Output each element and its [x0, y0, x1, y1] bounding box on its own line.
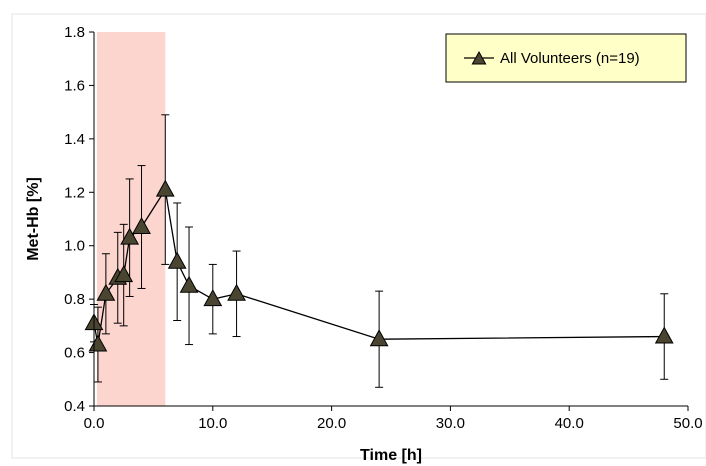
y-tick-label: 1.4 — [64, 131, 85, 148]
data-point-triangle — [132, 216, 151, 234]
data-point-triangle — [227, 283, 246, 301]
data-point-triangle — [96, 283, 116, 301]
x-tick-label: 10.0 — [198, 415, 227, 432]
shaded-exposure-region — [96, 32, 166, 406]
data-point-triangle — [369, 329, 389, 347]
data-point-triangle — [179, 275, 199, 293]
series-markers — [84, 179, 674, 352]
legend-box — [445, 33, 687, 83]
y-tick-label: 1.6 — [64, 77, 85, 94]
x-tick-label: 50.0 — [673, 415, 702, 432]
data-point-triangle — [155, 179, 175, 197]
legend-triangle-marker — [471, 50, 487, 65]
y-axis-title: Met-Hb [%] — [25, 177, 42, 261]
data-point-triangle — [203, 289, 223, 307]
x-tick-label: 30.0 — [436, 415, 465, 432]
data-point-triangle — [654, 326, 674, 344]
data-point-triangle — [120, 227, 140, 245]
data-point-triangle — [167, 251, 187, 269]
legend-label: All Volunteers (n=19) — [500, 50, 640, 67]
x-tick-label: 20.0 — [317, 415, 346, 432]
y-tick-label: 1.8 — [64, 24, 85, 41]
data-point-triangle — [114, 265, 134, 283]
x-tick-label: 40.0 — [555, 415, 584, 432]
y-tick-label: 0.4 — [64, 398, 85, 415]
error-bars — [90, 114, 669, 388]
x-axis-title: Time [h] — [360, 447, 422, 464]
x-ticks: 0.0 10.0 20.0 30.0 40.0 50.0 — [84, 406, 703, 432]
x-tick-label: 0.0 — [84, 415, 105, 432]
y-tick-label: 0.6 — [64, 345, 85, 362]
legend: All Volunteers (n=19) — [445, 33, 687, 83]
y-ticks: 0.4 0.6 0.8 1.0 1.2 1.4 1.6 1.8 — [64, 24, 94, 415]
plot-frame — [11, 13, 706, 459]
y-tick-label: 1.2 — [64, 184, 85, 201]
y-tick-label: 0.8 — [64, 291, 85, 308]
y-tick-label: 1.0 — [64, 238, 85, 255]
